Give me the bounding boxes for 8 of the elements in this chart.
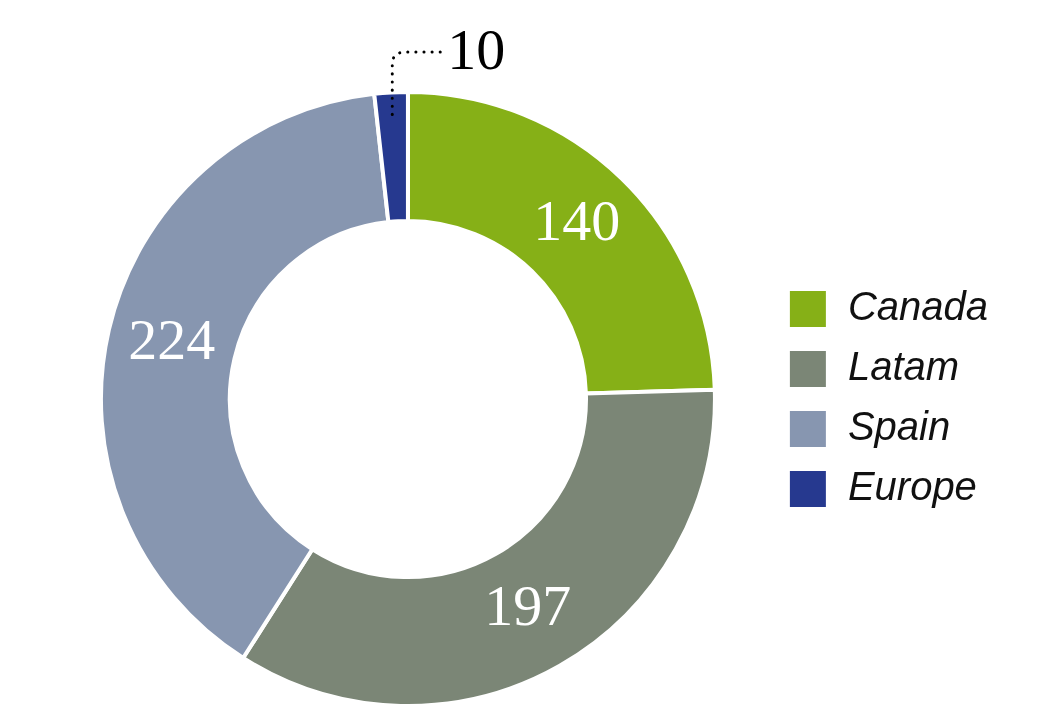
data-label: 140 xyxy=(533,188,621,254)
data-label: 197 xyxy=(484,573,572,639)
data-label: 224 xyxy=(128,307,216,373)
legend-label: Spain xyxy=(847,404,951,449)
legend-label: Canada xyxy=(847,284,989,329)
legend-label: Latam xyxy=(847,344,960,389)
legend-label: Europe xyxy=(847,464,977,509)
data-label: 10 xyxy=(447,17,506,83)
